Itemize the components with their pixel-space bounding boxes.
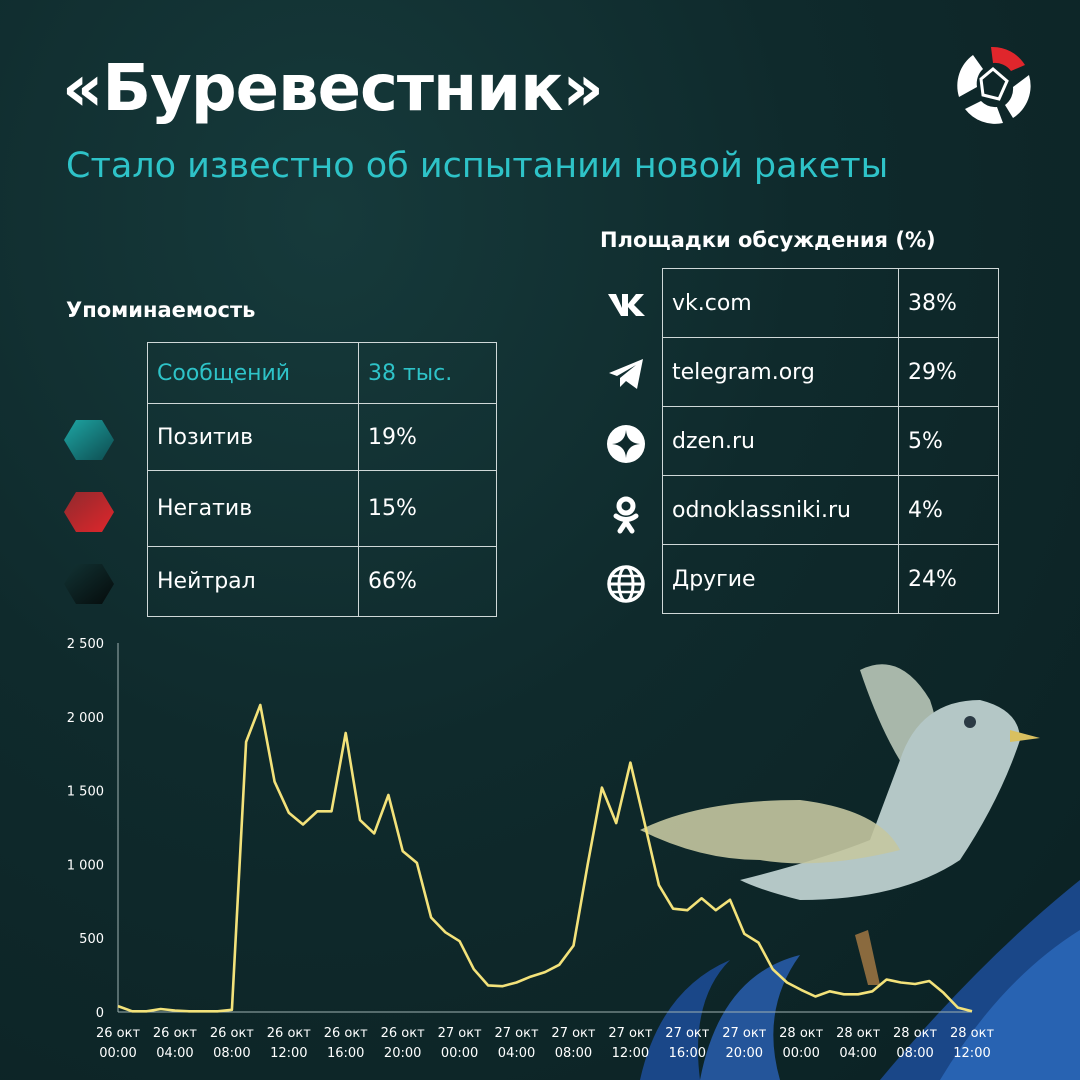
platform-name: telegram.org xyxy=(662,337,899,407)
x-tick-label: 28 окт xyxy=(950,1026,994,1041)
seagull-illustration xyxy=(640,664,1080,1080)
vk-icon xyxy=(608,294,645,316)
odnoklassniki-icon xyxy=(613,496,639,534)
globe-icon xyxy=(607,565,645,603)
x-tick-label: 28 окт xyxy=(893,1026,937,1041)
page-title: «Буревестник» xyxy=(62,52,604,126)
x-tick-label: 26 окт xyxy=(96,1026,140,1041)
x-tick-label: 16:00 xyxy=(669,1046,706,1061)
platform-value: 24% xyxy=(898,544,999,614)
messages-value: 38 тыс. xyxy=(358,342,497,404)
positive-hexagon-icon xyxy=(64,420,114,460)
positive-value: 19% xyxy=(358,403,497,471)
brand-logo xyxy=(957,46,1031,124)
platform-value: 5% xyxy=(898,406,999,476)
x-tick-label: 00:00 xyxy=(441,1046,478,1061)
x-tick-label: 26 окт xyxy=(153,1026,197,1041)
x-tick-label: 28 окт xyxy=(836,1026,880,1041)
table-row: Нейтрал 66% xyxy=(147,546,497,617)
x-tick-label: 04:00 xyxy=(498,1046,535,1061)
platform-value: 29% xyxy=(898,337,999,407)
x-tick-label: 27 окт xyxy=(722,1026,766,1041)
mentions-table: Сообщений 38 тыс. Позитив 19% Негатив 15… xyxy=(147,342,497,617)
x-tick-label: 08:00 xyxy=(555,1046,592,1061)
y-tick-label: 2 500 xyxy=(67,637,104,652)
x-tick-label: 00:00 xyxy=(782,1046,819,1061)
y-tick-label: 1 500 xyxy=(67,785,104,800)
x-tick-label: 12:00 xyxy=(953,1046,990,1061)
x-tick-label: 27 окт xyxy=(495,1026,539,1041)
x-tick-label: 27 окт xyxy=(665,1026,709,1041)
x-tick-label: 04:00 xyxy=(839,1046,876,1061)
neutral-hexagon-icon xyxy=(64,564,114,604)
x-tick-label: 26 окт xyxy=(381,1026,425,1041)
negative-label: Негатив xyxy=(147,470,359,547)
neutral-value: 66% xyxy=(358,546,497,617)
platform-name: Другие xyxy=(662,544,899,614)
x-tick-label: 20:00 xyxy=(726,1046,763,1061)
table-row: vk.com 38% xyxy=(662,268,999,338)
table-row: Сообщений 38 тыс. xyxy=(147,342,497,404)
dzen-icon xyxy=(607,425,645,463)
mentions-line-chart: 0 500 1 000 1 500 2 000 2 500 26 окт 00:00 26 ок… xyxy=(67,637,1080,1080)
y-tick-label: 1 000 xyxy=(67,858,104,873)
x-tick-label: 28 окт xyxy=(779,1026,823,1041)
x-tick-label: 20:00 xyxy=(384,1046,421,1061)
mentions-heading: Упоминаемость xyxy=(66,298,256,322)
table-row: odnoklassniki.ru 4% xyxy=(662,475,999,545)
page-subtitle: Стало известно об испытании новой ракеты xyxy=(66,146,889,186)
platform-name: dzen.ru xyxy=(662,406,899,476)
negative-hexagon-icon xyxy=(64,492,114,532)
x-tick-label: 27 окт xyxy=(551,1026,595,1041)
messages-label: Сообщений xyxy=(147,342,359,404)
x-tick-label: 26 окт xyxy=(267,1026,311,1041)
table-row: Другие 24% xyxy=(662,544,999,614)
y-tick-label: 0 xyxy=(96,1006,104,1021)
table-row: telegram.org 29% xyxy=(662,337,999,407)
mentions-series-line xyxy=(117,703,973,1013)
platform-name: odnoklassniki.ru xyxy=(662,475,899,545)
platforms-heading: Площадки обсуждения (%) xyxy=(600,228,936,252)
platform-name: vk.com xyxy=(662,268,899,338)
table-row: Негатив 15% xyxy=(147,470,497,547)
x-tick-label: 08:00 xyxy=(213,1046,250,1061)
y-tick-label: 2 000 xyxy=(67,711,104,726)
table-row: Позитив 19% xyxy=(147,403,497,471)
x-tick-label: 04:00 xyxy=(156,1046,193,1061)
platform-value: 38% xyxy=(898,268,999,338)
x-tick-label: 12:00 xyxy=(612,1046,649,1061)
x-tick-label: 27 окт xyxy=(438,1026,482,1041)
x-tick-label: 16:00 xyxy=(327,1046,364,1061)
platforms-table: vk.com 38% telegram.org 29% dzen.ru 5% o… xyxy=(662,268,999,614)
neutral-label: Нейтрал xyxy=(147,546,359,617)
x-tick-label: 26 окт xyxy=(210,1026,254,1041)
x-tick-label: 27 окт xyxy=(608,1026,652,1041)
positive-label: Позитив xyxy=(147,403,359,471)
telegram-icon xyxy=(609,359,643,389)
table-row: dzen.ru 5% xyxy=(662,406,999,476)
x-tick-label: 12:00 xyxy=(270,1046,307,1061)
platform-value: 4% xyxy=(898,475,999,545)
x-tick-label: 26 окт xyxy=(324,1026,368,1041)
x-tick-label: 00:00 xyxy=(99,1046,136,1061)
x-tick-label: 08:00 xyxy=(896,1046,933,1061)
y-tick-label: 500 xyxy=(79,932,104,947)
negative-value: 15% xyxy=(358,470,497,547)
